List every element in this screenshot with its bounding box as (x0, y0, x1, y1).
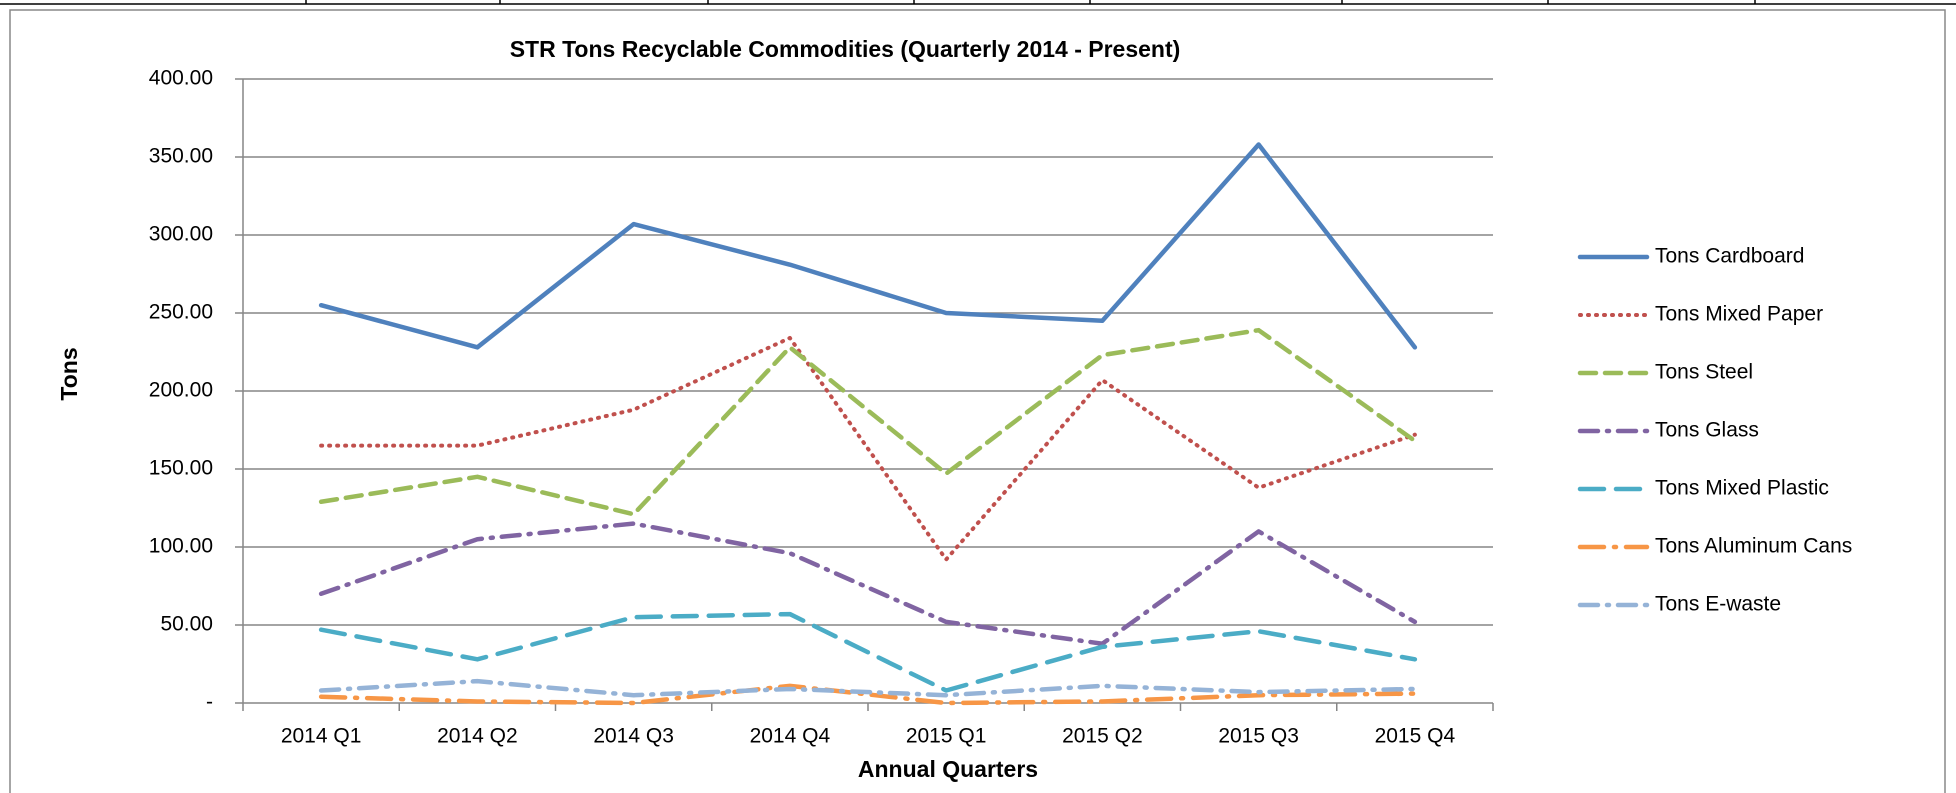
series-line (318, 142, 1418, 350)
chart-title: STR Tons Recyclable Commodities (Quarter… (510, 36, 1181, 62)
x-tick-label: 2014 Q3 (593, 725, 674, 748)
x-tick-label: 2014 Q4 (750, 725, 831, 748)
x-axis-title: Annual Quarters (858, 756, 1038, 782)
series-line (318, 327, 1418, 517)
legend-label: Tons Aluminum Cans (1655, 535, 1852, 558)
series-line (318, 611, 1418, 693)
y-tick-label: 50.00 (160, 613, 213, 636)
legend-label: Tons Mixed Plastic (1655, 477, 1829, 500)
x-tick-label: 2015 Q1 (906, 725, 987, 748)
y-tick-label: 150.00 (149, 457, 213, 480)
x-tick-label: 2015 Q4 (1375, 725, 1456, 748)
y-tick-label: - (206, 691, 213, 714)
series-line (318, 678, 1418, 698)
y-tick-label: 400.00 (149, 67, 213, 90)
x-tick-label: 2015 Q2 (1062, 725, 1143, 748)
y-tick-label: 250.00 (149, 301, 213, 324)
x-tick-label: 2014 Q2 (437, 725, 518, 748)
series-line (318, 683, 1418, 706)
y-tick-label: 200.00 (149, 379, 213, 402)
series-line (319, 335, 1417, 562)
legend-label: Tons Steel (1655, 361, 1753, 384)
y-tick-label: 300.00 (149, 223, 213, 246)
legend-label: Tons Mixed Paper (1655, 303, 1823, 326)
sheet-cells (0, 0, 1956, 5)
x-tick-label: 2015 Q3 (1218, 725, 1299, 748)
legend-label: Tons Cardboard (1655, 245, 1804, 268)
y-tick-label: 100.00 (149, 535, 213, 558)
y-axis-title: Tons (56, 347, 82, 400)
chart-frame (9, 9, 1946, 793)
series-line (318, 521, 1418, 646)
legend-label: Tons E-waste (1655, 593, 1781, 616)
y-tick-label: 350.00 (149, 145, 213, 168)
x-tick-label: 2014 Q1 (281, 725, 362, 748)
legend-label: Tons Glass (1655, 419, 1759, 442)
